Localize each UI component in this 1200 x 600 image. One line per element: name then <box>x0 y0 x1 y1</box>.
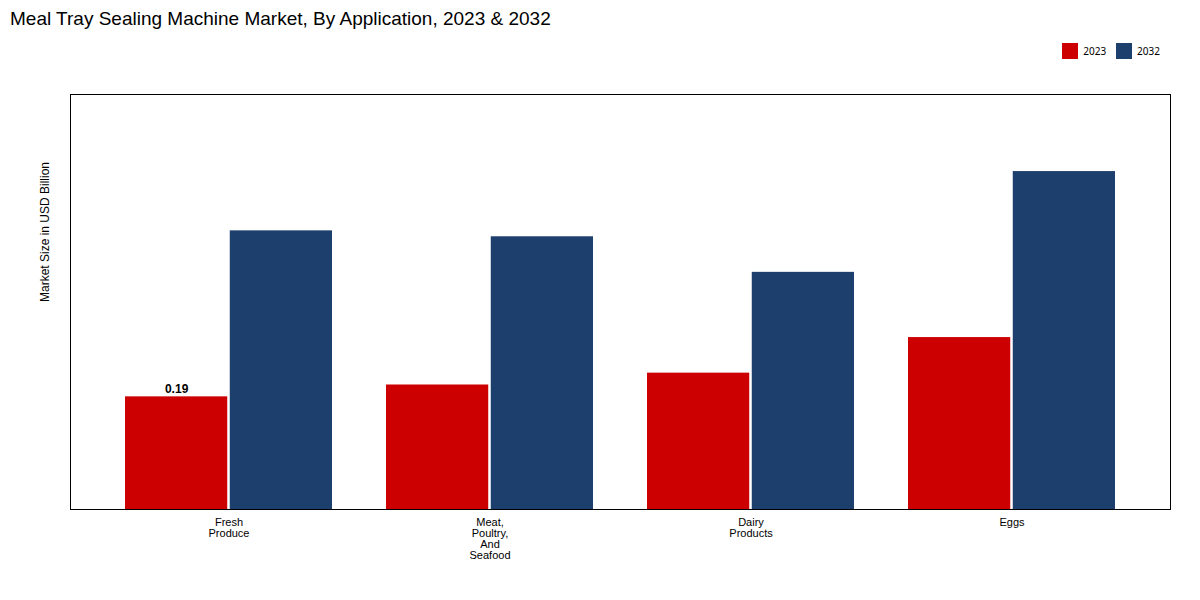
html-text:2032: 2032 <box>1137 43 1160 58</box>
html-text:Meal Tray Sealing Machine Mark: Meal Tray Sealing Machine Market, By App… <box>10 8 551 29</box>
svg-text:DairyProducts: DairyProducts <box>729 516 773 539</box>
svg-text:FreshProduce: FreshProduce <box>209 516 250 539</box>
svg-text:Market Size in USD Billion: Market Size in USD Billion <box>38 162 52 302</box>
html-text:2023: 2023 <box>1083 43 1107 58</box>
svg-text:Meat,Poultry,AndSeafood: Meat,Poultry,AndSeafood <box>470 516 511 561</box>
svg-text:0.19: 0.19 <box>165 382 189 396</box>
svg-text:Eggs: Eggs <box>999 516 1025 528</box>
